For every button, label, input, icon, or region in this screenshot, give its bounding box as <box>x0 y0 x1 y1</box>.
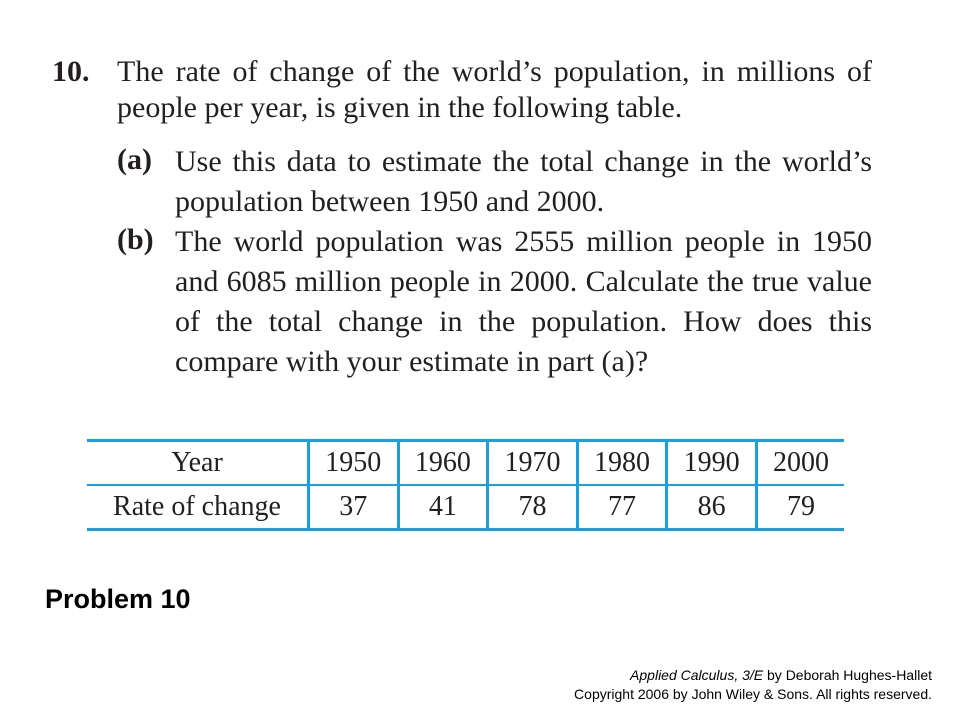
rate-cell: 79 <box>754 485 844 531</box>
rate-cell: 41 <box>396 485 488 531</box>
book-credit-line: Applied Calculus, 3/E by Deborah Hughes-… <box>574 666 932 685</box>
part-a-label: (a) <box>117 143 152 176</box>
year-row: Year 1950 1960 1970 1980 1990 2000 <box>87 439 844 486</box>
year-cell: 1970 <box>486 439 578 486</box>
rate-cell: 37 <box>307 485 399 531</box>
rate-row-header: Rate of change <box>87 485 309 531</box>
copyright-line: Copyright 2006 by John Wiley & Sons. All… <box>574 686 932 702</box>
rate-cell: 78 <box>486 485 578 531</box>
year-cell: 1960 <box>396 439 488 486</box>
year-row-header: Year <box>87 439 309 486</box>
copyright-credit: Applied Calculus, 3/E by Deborah Hughes-… <box>574 666 932 704</box>
problem-header: 10. The rate of change of the world’s po… <box>52 54 872 126</box>
part-b: (b) The world population was 2555 millio… <box>117 222 872 382</box>
problem-number: 10. <box>52 55 90 88</box>
book-title: Applied Calculus, 3/E <box>630 667 764 683</box>
year-cell: 1980 <box>575 439 667 486</box>
part-b-label: (b) <box>117 223 154 256</box>
book-author: by Deborah Hughes-Hallet <box>763 667 932 683</box>
rate-row: Rate of change 37 41 78 77 86 79 <box>87 485 844 531</box>
year-cell: 2000 <box>754 439 844 486</box>
problem-stem: The rate of change of the world’s popula… <box>117 55 872 124</box>
slide-caption: Problem 10 <box>45 584 191 614</box>
year-cell: 1950 <box>307 439 399 486</box>
population-rate-table: Year 1950 1960 1970 1980 1990 2000 Rate … <box>87 439 844 531</box>
problem-parts: (a) Use this data to estimate the total … <box>117 142 872 382</box>
problem-10: 10. The rate of change of the world’s po… <box>52 54 872 382</box>
part-b-text: The world population was 2555 million pe… <box>175 225 872 378</box>
part-a-text: Use this data to estimate the total chan… <box>175 145 872 218</box>
part-a: (a) Use this data to estimate the total … <box>117 142 872 222</box>
rate-cell: 86 <box>665 485 757 531</box>
year-cell: 1990 <box>665 439 757 486</box>
rate-cell: 77 <box>575 485 667 531</box>
